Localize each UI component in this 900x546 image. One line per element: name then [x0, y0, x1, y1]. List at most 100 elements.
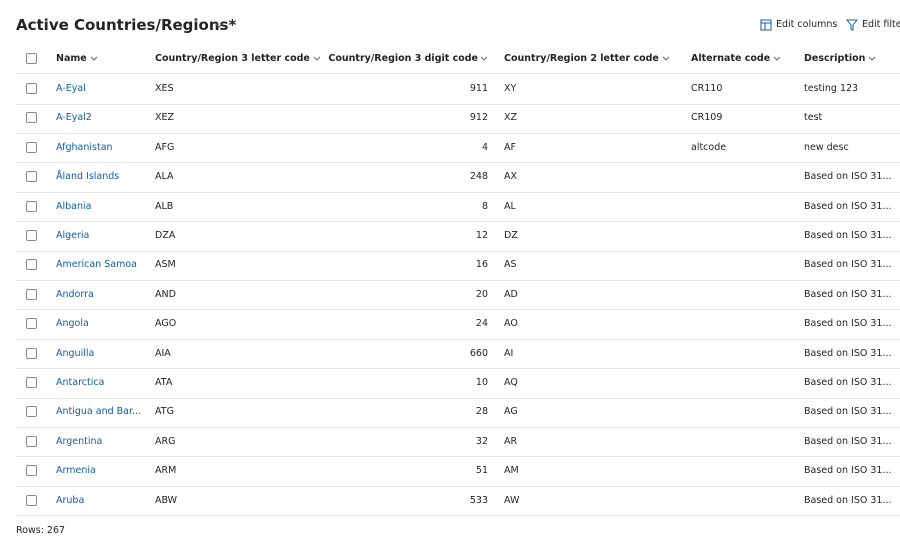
- column-header[interactable]: Country/Region 3 letter code: [155, 53, 310, 64]
- edit-columns[interactable]: Edit columns: [776, 19, 838, 30]
- row-checkbox[interactable]: [26, 83, 37, 94]
- cell: AL: [504, 200, 516, 212]
- row-checkbox[interactable]: [26, 435, 37, 447]
- cell: test: [804, 112, 823, 124]
- cell: 28: [475, 406, 488, 418]
- cell: Based on ISO 31...: [804, 230, 892, 241]
- cell: AR: [504, 435, 518, 447]
- cell: Based on ISO 31...: [804, 406, 892, 418]
- record-link[interactable]: Antigua and Bar...: [56, 406, 142, 418]
- sort-chevron[interactable]: [662, 55, 670, 63]
- sort-chevron[interactable]: [868, 55, 876, 63]
- sort-chevron[interactable]: [773, 55, 781, 63]
- cell: 912: [469, 112, 488, 124]
- row-checkbox[interactable]: [26, 288, 37, 300]
- record-link[interactable]: Aruba: [56, 494, 85, 506]
- cell: Based on ISO 31...: [804, 377, 892, 388]
- cell: Based on ISO 31...: [804, 288, 892, 300]
- edit-filter[interactable]: Edit filter: [862, 19, 900, 30]
- cell: CR109: [691, 112, 723, 124]
- record-link[interactable]: Armenia: [56, 465, 96, 477]
- row-divider: [16, 397, 900, 399]
- record-link[interactable]: Åland Islands: [56, 171, 120, 183]
- column-header[interactable]: Name: [56, 53, 87, 64]
- row-divider: [16, 162, 900, 164]
- cell: CR110: [691, 83, 723, 94]
- row-count: Rows: 267: [16, 525, 66, 536]
- cell: AX: [504, 171, 518, 183]
- cell: AIA: [155, 347, 171, 359]
- select-all-checkbox[interactable]: [26, 53, 37, 64]
- record-link[interactable]: Antarctica: [56, 377, 105, 388]
- sort-chevron[interactable]: [90, 55, 98, 63]
- sort-chevron[interactable]: [313, 55, 321, 63]
- view-title[interactable]: Active Countries/Regions*: [16, 16, 237, 34]
- cell: 10: [475, 377, 488, 388]
- view-chevron[interactable]: [214, 20, 224, 30]
- cell: ARG: [155, 435, 176, 447]
- cell: XES: [155, 83, 174, 94]
- row-divider: [16, 456, 900, 458]
- cell: 16: [475, 259, 488, 271]
- cell: AGO: [155, 318, 177, 330]
- column-header[interactable]: Country/Region 2 letter code: [504, 53, 659, 64]
- edit-columns-icon[interactable]: [760, 19, 772, 31]
- cell: AI: [504, 347, 514, 359]
- column-header[interactable]: Description: [804, 53, 866, 64]
- cell: Based on ISO 31...: [804, 171, 892, 183]
- cell: 248: [469, 171, 488, 183]
- row-checkbox[interactable]: [26, 112, 37, 124]
- column-header[interactable]: Alternate code: [691, 53, 771, 64]
- cell: AS: [504, 259, 517, 271]
- record-link[interactable]: Algeria: [56, 230, 90, 241]
- header-divider: [16, 73, 900, 74]
- record-link[interactable]: A-Eyal: [56, 83, 86, 94]
- cell: altcode: [691, 141, 727, 153]
- row-checkbox[interactable]: [26, 347, 37, 359]
- cell: 533: [469, 494, 488, 506]
- record-link[interactable]: Afghanistan: [56, 141, 113, 153]
- row-checkbox[interactable]: [26, 406, 37, 418]
- cell: ALB: [155, 200, 174, 212]
- cell: AND: [155, 288, 176, 300]
- cell: 911: [469, 83, 488, 94]
- cell: AF: [504, 141, 516, 153]
- record-link[interactable]: American Samoa: [56, 259, 137, 271]
- cell: DZ: [504, 230, 518, 241]
- row-checkbox[interactable]: [26, 259, 37, 271]
- row-checkbox[interactable]: [26, 171, 37, 183]
- record-link[interactable]: Andorra: [56, 288, 94, 300]
- row-divider: [16, 250, 900, 252]
- record-link[interactable]: Angola: [56, 318, 89, 330]
- cell: ASM: [155, 259, 176, 271]
- row-checkbox[interactable]: [26, 318, 37, 330]
- row-checkbox[interactable]: [26, 141, 37, 153]
- row-checkbox[interactable]: [26, 200, 37, 212]
- record-link[interactable]: Albania: [56, 200, 92, 212]
- row-divider: [16, 515, 900, 517]
- sort-chevron[interactable]: [480, 55, 488, 63]
- row-divider: [16, 338, 900, 340]
- cell: AG: [504, 406, 518, 418]
- record-link[interactable]: Anguilla: [56, 347, 95, 359]
- record-link[interactable]: A-Eyal2: [56, 112, 92, 124]
- row-divider: [16, 221, 900, 223]
- cell: AFG: [155, 141, 175, 153]
- row-checkbox[interactable]: [26, 494, 37, 506]
- cell: 51: [475, 465, 488, 477]
- cell: XY: [504, 83, 517, 94]
- column-header[interactable]: Country/Region 3 digit code: [328, 53, 478, 64]
- row-divider: [16, 309, 900, 311]
- cell: 4: [481, 141, 488, 153]
- edit-filter-icon[interactable]: [846, 19, 858, 31]
- cell: DZA: [155, 230, 176, 241]
- record-link[interactable]: Argentina: [56, 435, 103, 447]
- cell: 12: [475, 230, 488, 241]
- cell: AM: [504, 465, 519, 477]
- row-checkbox[interactable]: [26, 230, 37, 241]
- row-checkbox[interactable]: [26, 377, 37, 388]
- cell: 8: [481, 200, 488, 212]
- row-divider: [16, 426, 900, 428]
- row-checkbox[interactable]: [26, 465, 37, 477]
